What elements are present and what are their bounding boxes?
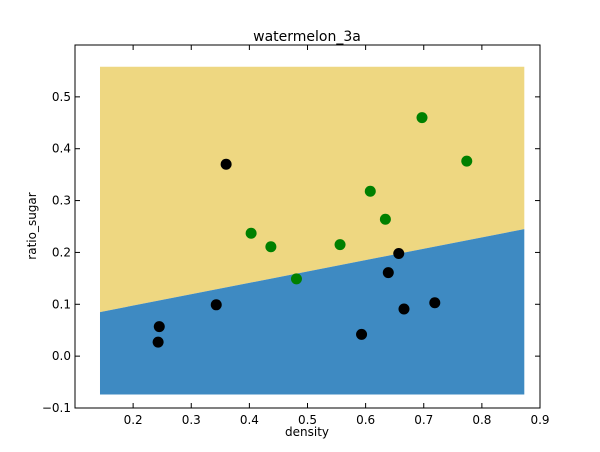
x-tick-label-8: 0.9 — [530, 413, 549, 427]
data-point-s1-2 — [461, 155, 473, 167]
y-tick-label-7: 0.5 — [52, 90, 71, 104]
data-point-s2-2 — [393, 247, 405, 259]
x-tick-label-2: 0.3 — [182, 413, 201, 427]
data-point-s2-5 — [429, 297, 441, 309]
data-point-s1-5 — [245, 227, 257, 239]
x-tick-label-6: 0.7 — [414, 413, 433, 427]
decision-regions — [99, 66, 525, 395]
decision-region-lower — [99, 229, 525, 395]
x-tick-label-4: 0.5 — [298, 413, 317, 427]
data-point-s1-1 — [416, 112, 428, 124]
data-points — [152, 112, 473, 348]
y-tick-label-4: 0.2 — [52, 245, 71, 259]
data-point-s1-6 — [265, 241, 277, 253]
data-point-s1-8 — [290, 273, 302, 285]
data-point-s2-4 — [210, 299, 222, 311]
x-axis-label: density — [285, 425, 329, 439]
data-point-s2-3 — [382, 267, 394, 279]
y-tick-label-6: 0.4 — [52, 142, 71, 156]
axis-ticks: 0.2 0.3 0.4 0.5 0.6 0.7 0.8 0.9 −0.1 0.0 0.1 0.2 0.3… — [42, 45, 550, 427]
data-point-s2-7 — [356, 328, 368, 340]
data-point-s1-3 — [364, 185, 376, 197]
y-axis-label: ratio_sugar — [25, 192, 39, 259]
data-point-s2-9 — [152, 336, 164, 348]
data-point-s1-4 — [379, 213, 391, 225]
data-point-s1-7 — [334, 239, 346, 251]
x-tick-label-5: 0.6 — [356, 413, 375, 427]
x-tick-label-7: 0.8 — [472, 413, 491, 427]
data-point-s2-8 — [153, 321, 165, 333]
x-tick-label-1: 0.2 — [124, 413, 143, 427]
y-tick-label-1: −0.1 — [42, 401, 71, 415]
y-tick-label-2: 0.0 — [52, 349, 71, 363]
x-tick-label-3: 0.4 — [240, 413, 259, 427]
data-point-s2-6 — [398, 303, 410, 315]
y-tick-label-5: 0.3 — [52, 194, 71, 208]
y-tick-label-3: 0.1 — [52, 297, 71, 311]
decision-region-upper — [99, 66, 525, 313]
data-point-s2-1 — [220, 158, 232, 170]
chart-title: watermelon_3a — [253, 29, 361, 45]
